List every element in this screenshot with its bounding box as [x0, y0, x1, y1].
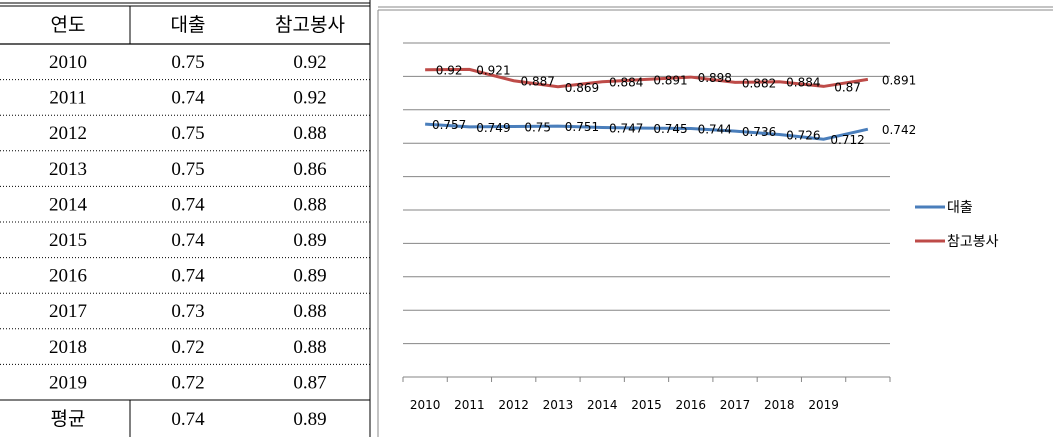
data-label: 0.882	[742, 76, 776, 90]
data-label: 0.898	[698, 71, 732, 85]
table-cell: 0.74	[171, 194, 205, 215]
table-cell: 2014	[49, 194, 88, 215]
legend-label: 참고봉사	[947, 234, 999, 250]
table-cell: 0.88	[293, 337, 326, 358]
table-cell: 0.72	[171, 337, 204, 358]
table-header-cell: 대출	[171, 14, 206, 36]
data-label: 0.726	[786, 129, 820, 143]
table-frame	[0, 0, 371, 437]
data-label: 0.884	[786, 76, 820, 90]
data-label: 0.736	[742, 125, 776, 139]
table-cell: 0.74	[171, 230, 205, 251]
data-label: 0.87	[834, 80, 861, 94]
table-cell: 0.87	[293, 372, 326, 393]
table-cell: 0.88	[293, 301, 326, 322]
x-tick-label: 2016	[675, 398, 706, 412]
x-tick-label: 2011	[454, 398, 485, 412]
table-cell: 0.88	[293, 194, 326, 215]
table-cell: 2019	[49, 372, 87, 393]
table-footer-cell: 0.74	[171, 409, 205, 430]
data-label: 0.75	[524, 121, 551, 135]
table-cell: 0.75	[171, 52, 204, 73]
table-cell: 0.74	[171, 266, 205, 287]
table-footer-cell: 0.89	[293, 409, 326, 430]
table-cell: 0.88	[293, 123, 326, 144]
x-tick-label: 2015	[631, 398, 662, 412]
x-tick-label: 2018	[764, 398, 795, 412]
data-label: 0.744	[698, 123, 732, 137]
data-label: 0.891	[653, 73, 687, 87]
table-cell: 0.75	[171, 159, 204, 180]
table-cell: 0.89	[293, 230, 326, 251]
table-cell: 0.73	[171, 301, 204, 322]
chart-frame	[377, 6, 1053, 437]
table-cell: 0.74	[171, 88, 205, 109]
data-label: 0.749	[476, 121, 510, 135]
x-tick-label: 2014	[587, 398, 618, 412]
table-cell: 0.75	[171, 123, 204, 144]
x-tick-label: 2019	[808, 398, 839, 412]
data-label: 0.742	[882, 123, 916, 137]
x-tick-label: 2013	[543, 398, 574, 412]
table-header-cell: 연도	[51, 14, 86, 36]
table-cell: 0.86	[293, 159, 326, 180]
data-label: 0.884	[609, 76, 643, 90]
data-label: 0.891	[882, 73, 916, 87]
x-tick-label: 2010	[410, 398, 441, 412]
table-cell: 2015	[49, 230, 87, 251]
table-cell: 0.92	[293, 88, 326, 109]
x-tick-label: 2012	[498, 398, 529, 412]
table-footer-cell: 평균	[51, 408, 86, 430]
table-cell: 0.89	[293, 266, 326, 287]
data-label: 0.712	[830, 133, 864, 147]
legend-label: 대출	[947, 200, 973, 216]
data-label: 0.869	[565, 81, 599, 95]
table-cell: 2017	[49, 301, 87, 322]
data-label: 0.745	[653, 122, 687, 136]
data-label: 0.757	[432, 118, 466, 132]
data-label: 0.887	[521, 75, 555, 89]
series-line	[425, 67, 869, 89]
series-line	[425, 122, 869, 141]
x-tick-label: 2017	[720, 398, 751, 412]
table-header-cell: 참고봉사	[275, 14, 345, 36]
table-cell: 0.92	[293, 52, 326, 73]
table-cell: 2013	[49, 159, 87, 180]
table-cell: 2016	[49, 266, 87, 287]
data-label: 0.751	[565, 120, 599, 134]
table-cell: 2011	[49, 88, 86, 109]
table-cell: 0.72	[171, 372, 204, 393]
table-cell: 2012	[49, 123, 87, 144]
data-label: 0.747	[609, 122, 643, 136]
data-label: 0.921	[476, 63, 510, 77]
table-cell: 2018	[49, 337, 87, 358]
table-cell: 2010	[49, 52, 87, 73]
data-label: 0.92	[436, 64, 463, 78]
